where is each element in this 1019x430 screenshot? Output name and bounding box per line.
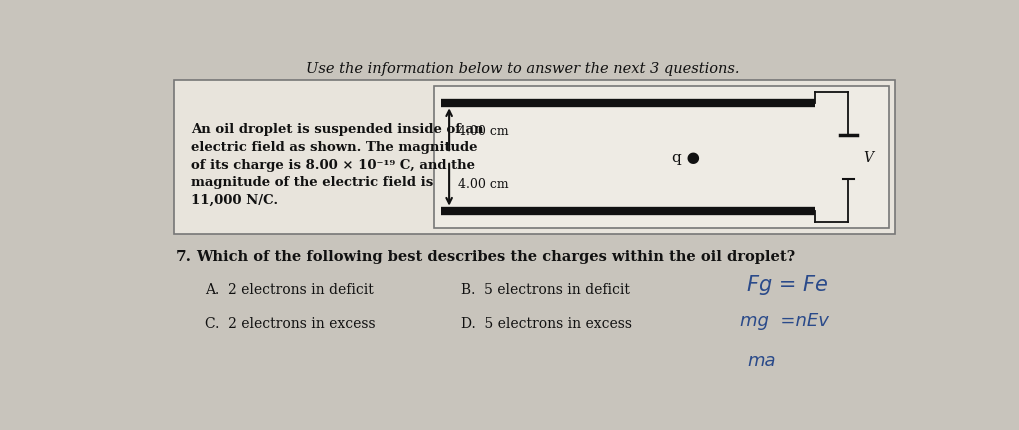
Text: B.  5 electrons in deficit: B. 5 electrons in deficit <box>461 282 629 296</box>
Bar <box>174 81 894 234</box>
Text: Which of the following best describes the charges within the oil droplet?: Which of the following best describes th… <box>196 250 794 264</box>
Text: ma: ma <box>747 351 775 369</box>
Text: 11,000 N/C.: 11,000 N/C. <box>191 194 278 207</box>
Text: 4.00 cm: 4.00 cm <box>458 124 508 137</box>
Text: 4.00 cm: 4.00 cm <box>458 178 508 191</box>
Text: Fg = Fe: Fg = Fe <box>747 274 827 295</box>
Text: electric field as shown. The magnitude: electric field as shown. The magnitude <box>191 141 477 154</box>
Text: An oil droplet is suspended inside of an: An oil droplet is suspended inside of an <box>191 123 483 136</box>
Text: 7.: 7. <box>175 250 192 264</box>
Bar <box>433 87 888 228</box>
Text: Use the information below to answer the next 3 questions.: Use the information below to answer the … <box>306 61 739 76</box>
Text: V: V <box>862 150 872 165</box>
Text: of its charge is 8.00 × 10⁻¹⁹ C, and the: of its charge is 8.00 × 10⁻¹⁹ C, and the <box>191 158 475 171</box>
Text: mg  =nEv: mg =nEv <box>739 311 827 329</box>
Text: A.  2 electrons in deficit: A. 2 electrons in deficit <box>205 282 373 296</box>
Text: D.  5 electrons in excess: D. 5 electrons in excess <box>461 316 631 331</box>
Text: magnitude of the electric field is: magnitude of the electric field is <box>191 176 433 189</box>
Text: q ●: q ● <box>672 150 699 165</box>
Text: C.  2 electrons in excess: C. 2 electrons in excess <box>205 316 375 331</box>
